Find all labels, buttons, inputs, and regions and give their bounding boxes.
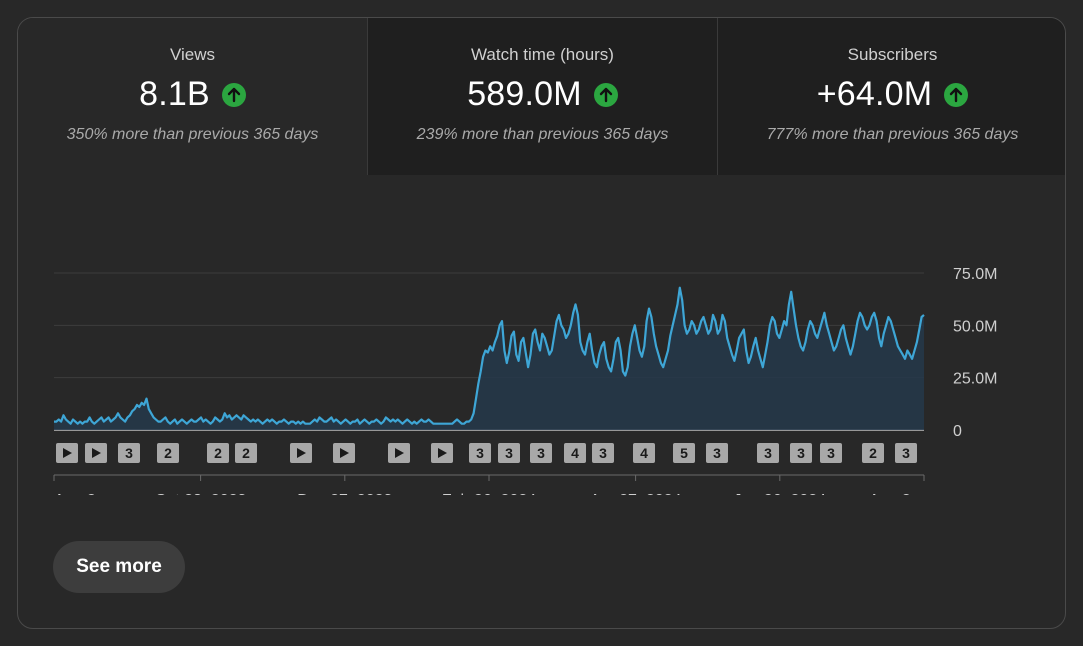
marker-count-label: 3: [476, 445, 484, 461]
marker-count-label: 2: [869, 445, 877, 461]
play-icon: [438, 448, 447, 458]
video-count-marker[interactable]: [207, 443, 229, 463]
marker-count-label: 3: [764, 445, 772, 461]
video-count-marker[interactable]: [592, 443, 614, 463]
play-icon: [340, 448, 349, 458]
views-chart: 75.0M 50.0M 25.0M 0 3 2 2 2 3 3 3 4 3 4 5 3 3 3 3 2 3 Aug 2..…: [18, 175, 1065, 509]
video-count-marker[interactable]: [564, 443, 586, 463]
marker-count-label: 3: [505, 445, 513, 461]
metric-tab-watch-time[interactable]: Watch time (hours) 589.0M 239% more than…: [367, 18, 717, 175]
play-icon: [297, 448, 306, 458]
video-count-marker[interactable]: [862, 443, 884, 463]
y-tick-label: 75.0M: [953, 266, 997, 283]
play-icon: [395, 448, 404, 458]
video-count-marker[interactable]: [469, 443, 491, 463]
chart-svg: 75.0M 50.0M 25.0M 0 3 2 2 2 3 3 3 4 3 4 5 3 3 3 3 2 3 Aug 2..…: [53, 266, 997, 509]
video-count-marker[interactable]: [235, 443, 257, 463]
marker-count-label: 3: [797, 445, 805, 461]
x-tick-label: Aug 2...: [54, 492, 109, 495]
arrow-up-circle-icon: [221, 82, 246, 107]
video-count-marker[interactable]: [895, 443, 917, 463]
video-count-marker[interactable]: [790, 443, 812, 463]
marker-count-label: 2: [242, 445, 250, 461]
marker-count-label: 3: [713, 445, 721, 461]
video-count-marker[interactable]: [157, 443, 179, 463]
metric-change: 350% more than previous 365 days: [66, 126, 319, 143]
video-count-marker[interactable]: [498, 443, 520, 463]
arrow-up-circle-icon: [944, 82, 969, 107]
y-tick-label: 0: [953, 423, 962, 440]
arrow-up-circle-icon: [593, 82, 618, 107]
video-count-marker[interactable]: [118, 443, 140, 463]
marker-count-label: 3: [827, 445, 835, 461]
metric-tab-views[interactable]: Views 8.1B 350% more than previous 365 d…: [18, 18, 367, 175]
x-tick-label: Jun 26, 2024: [734, 492, 827, 495]
chart-series-line: [54, 286, 925, 425]
video-count-marker[interactable]: [820, 443, 842, 463]
marker-count-label: 4: [640, 445, 648, 461]
metric-value: +64.0M: [816, 75, 933, 113]
metric-value: 589.0M: [467, 75, 582, 113]
marker-count-label: 4: [571, 445, 579, 461]
play-icon: [92, 448, 101, 458]
video-count-marker[interactable]: [633, 443, 655, 463]
marker-count-label: 3: [537, 445, 545, 461]
y-tick-label: 50.0M: [953, 318, 997, 335]
analytics-card: Views 8.1B 350% more than previous 365 d…: [17, 17, 1066, 629]
video-count-marker[interactable]: [530, 443, 552, 463]
y-tick-label: 25.0M: [953, 371, 997, 388]
metric-tab-subscribers[interactable]: Subscribers +64.0M 777% more than previo…: [717, 18, 1065, 175]
metric-change: 777% more than previous 365 days: [766, 126, 1019, 143]
x-tick-label: Oct 28, 2023: [155, 492, 247, 495]
marker-count-label: 2: [164, 445, 172, 461]
x-tick-label: Aug 2...: [869, 492, 924, 495]
marker-count-label: 3: [902, 445, 910, 461]
marker-count-label: 3: [125, 445, 133, 461]
marker-count-label: 5: [680, 445, 688, 461]
see-more-button[interactable]: See more: [53, 541, 185, 593]
metric-tabs: Views 8.1B 350% more than previous 365 d…: [18, 18, 1065, 175]
x-tick-label: Apr 27, 2024: [590, 492, 682, 495]
video-count-marker[interactable]: [673, 443, 695, 463]
metric-label: Watch time (hours): [471, 45, 614, 64]
video-count-marker[interactable]: [757, 443, 779, 463]
x-tick-label: Feb 26, 2024: [442, 492, 536, 495]
play-icon: [63, 448, 72, 458]
metric-label: Views: [169, 45, 216, 64]
video-count-marker[interactable]: [706, 443, 728, 463]
metric-label: Subscribers: [847, 45, 938, 64]
marker-count-label: 2: [214, 445, 222, 461]
chart-area-fill: [54, 287, 924, 430]
metric-value: 8.1B: [139, 75, 210, 113]
x-tick-label: Dec 27, 2023: [297, 492, 392, 495]
metric-change: 239% more than previous 365 days: [416, 126, 669, 143]
marker-count-label: 3: [599, 445, 607, 461]
